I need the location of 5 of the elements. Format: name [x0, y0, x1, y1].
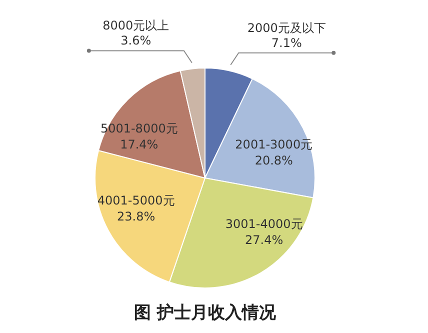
data-label: 7.1% — [271, 36, 302, 50]
data-label: 3.6% — [120, 34, 152, 48]
slice-label: 8000元以上 — [102, 18, 170, 33]
title: 图 护士月收入情况 — [134, 303, 276, 323]
slice-label: 2000元及以下 — [247, 20, 326, 35]
